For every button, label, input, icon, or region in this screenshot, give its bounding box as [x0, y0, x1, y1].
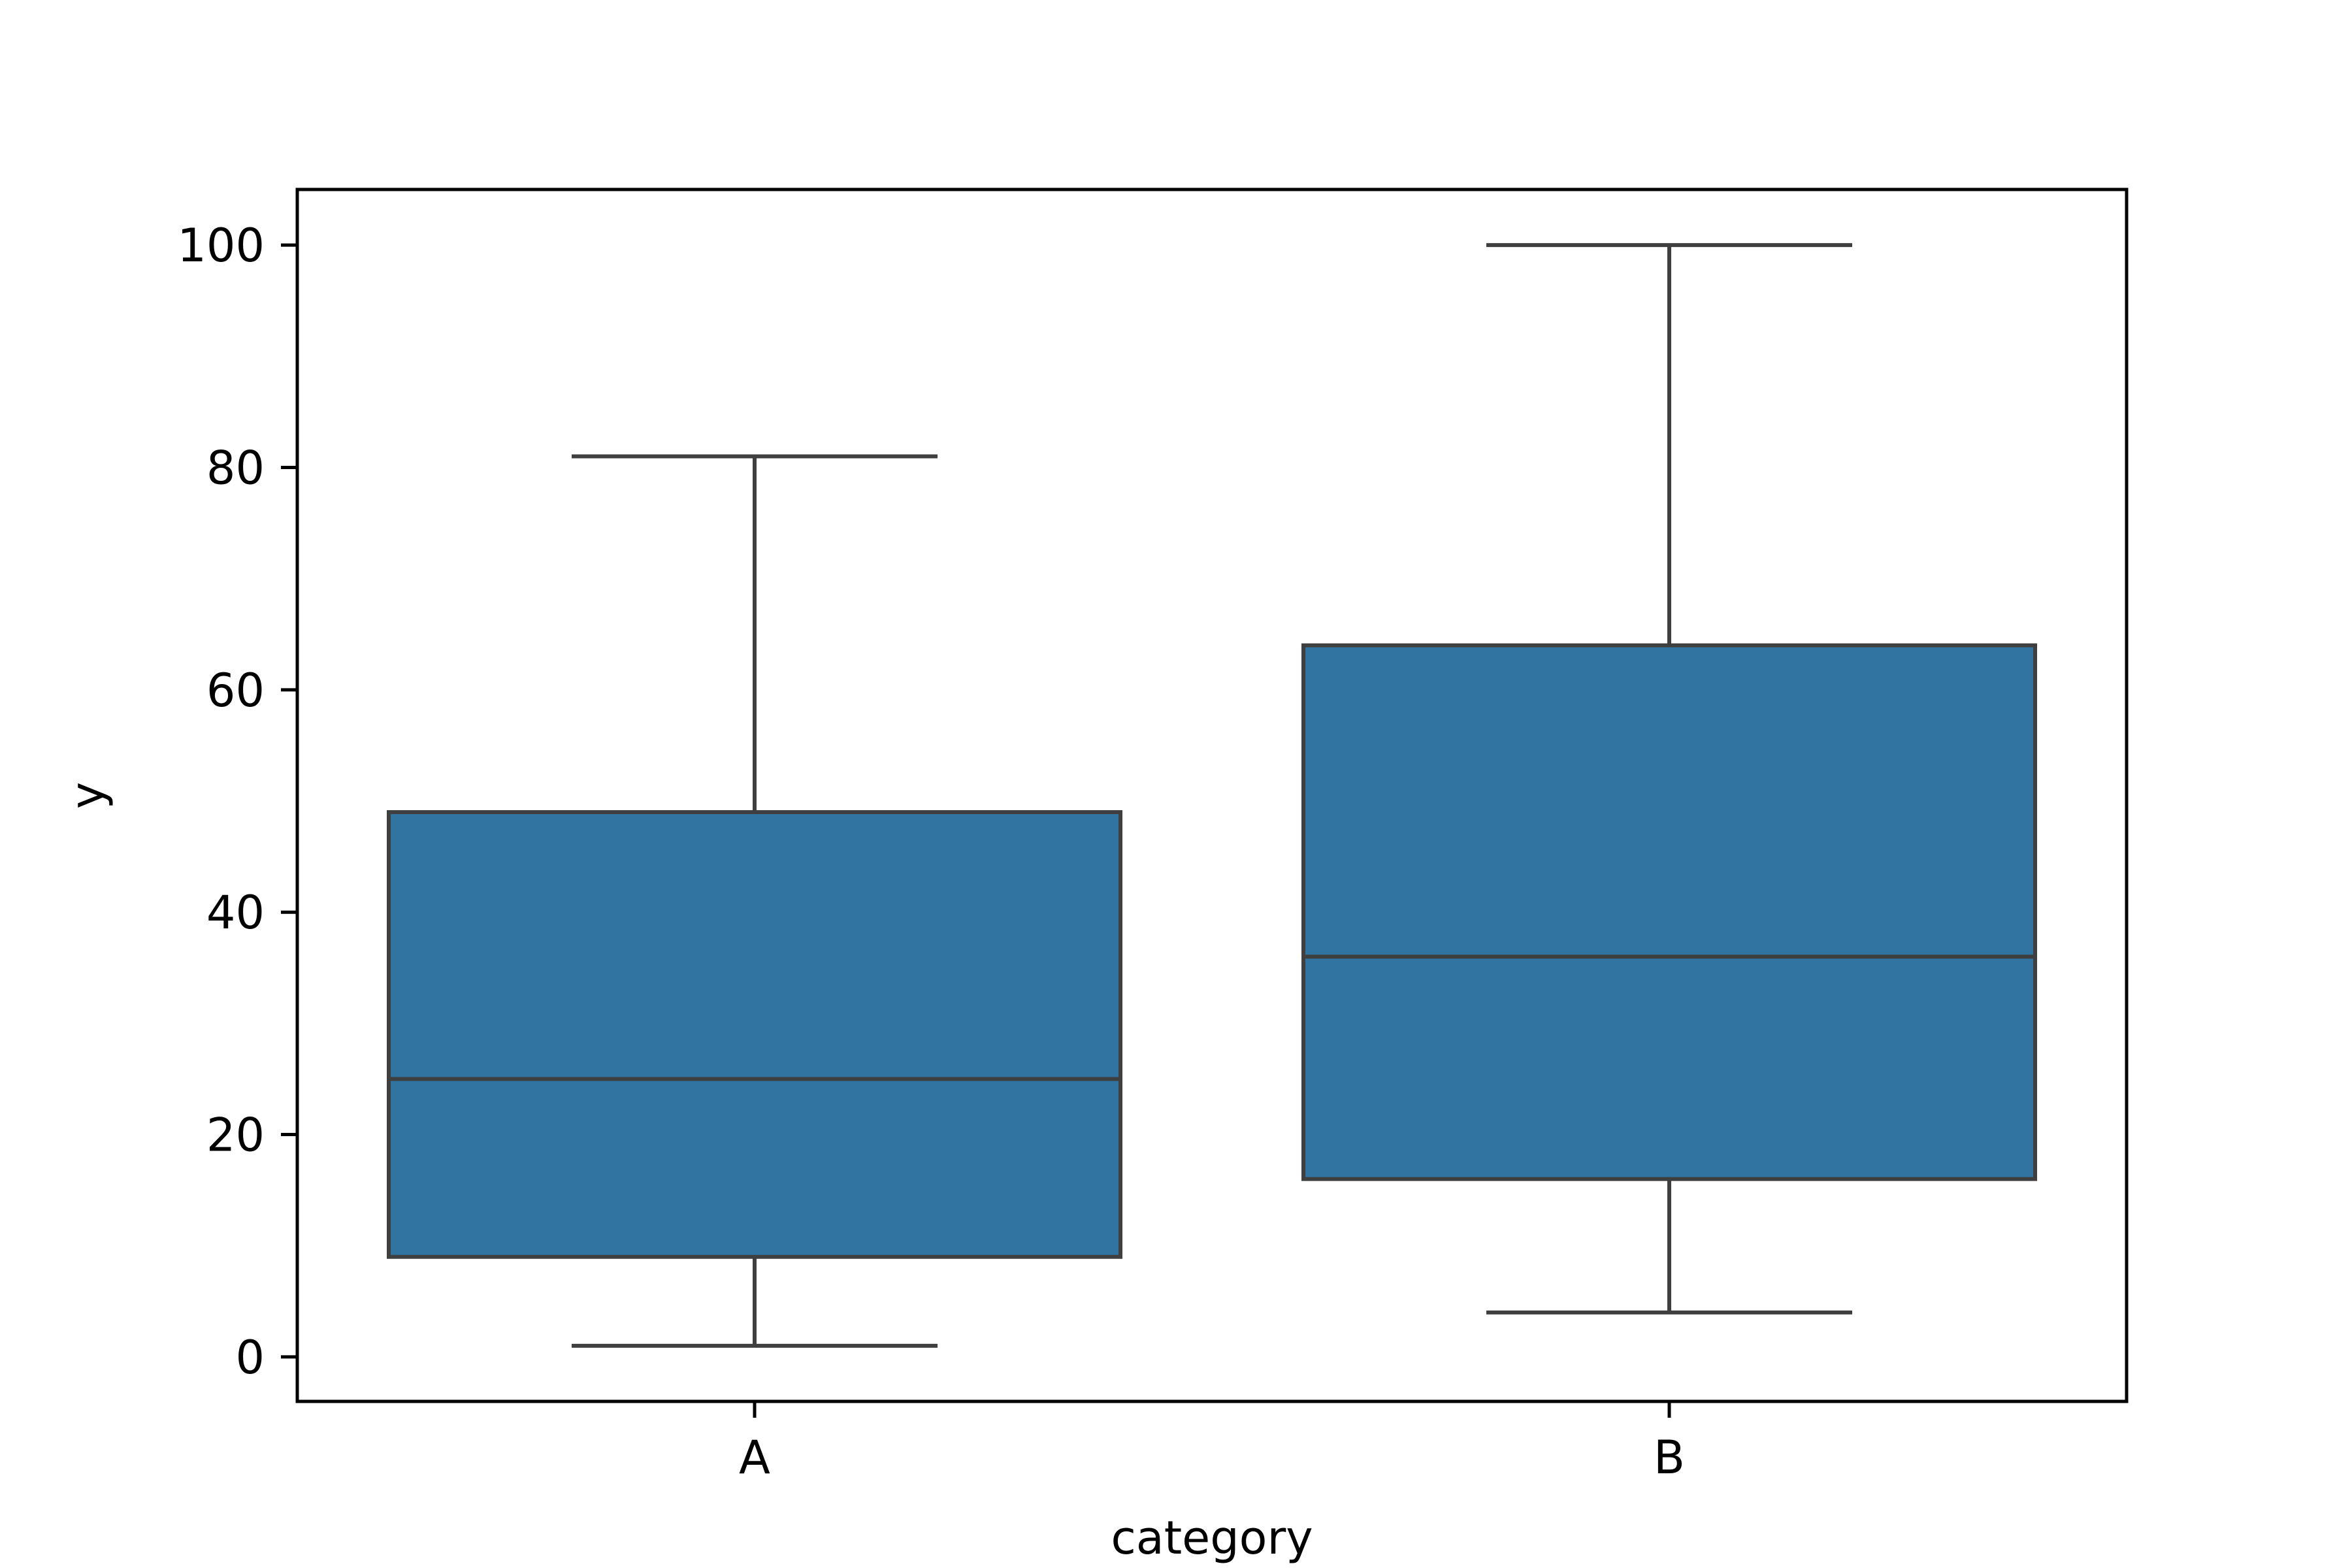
plot-area	[387, 243, 2037, 1348]
y-tick-label: 40	[206, 886, 265, 939]
y-tick-label: 0	[235, 1331, 265, 1384]
box-iqr-a	[387, 810, 1122, 1259]
y-tick-label: 60	[206, 664, 265, 717]
box-group-b	[1301, 243, 2037, 1315]
y-axis: 0 20 40 60 80 100	[177, 219, 297, 1384]
x-tick-label: B	[1654, 1431, 1685, 1484]
x-tick-label: A	[739, 1431, 770, 1484]
box-iqr-b	[1301, 643, 2037, 1181]
y-tick-label: 80	[206, 441, 265, 495]
axes-frame	[295, 188, 2129, 1403]
x-axis-label: category	[1111, 1511, 1313, 1565]
y-tick-label: 100	[177, 219, 265, 272]
box-group-a	[387, 454, 1122, 1348]
y-axis-label: y	[61, 782, 114, 809]
y-tick-label: 20	[206, 1109, 265, 1162]
